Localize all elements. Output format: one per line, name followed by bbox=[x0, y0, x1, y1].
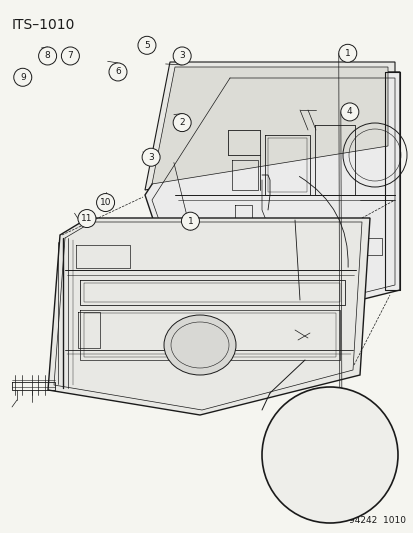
Text: 94242  1010: 94242 1010 bbox=[348, 516, 405, 525]
Circle shape bbox=[14, 68, 32, 86]
Text: 3: 3 bbox=[148, 153, 154, 161]
Circle shape bbox=[109, 63, 127, 81]
Ellipse shape bbox=[164, 315, 235, 375]
Polygon shape bbox=[48, 218, 369, 415]
Text: 11: 11 bbox=[81, 214, 93, 223]
Circle shape bbox=[173, 47, 191, 65]
Text: 3: 3 bbox=[179, 52, 185, 60]
Circle shape bbox=[38, 47, 57, 65]
Circle shape bbox=[96, 193, 114, 212]
Text: 5: 5 bbox=[144, 41, 150, 50]
Polygon shape bbox=[145, 62, 394, 190]
Polygon shape bbox=[145, 72, 399, 310]
Text: 8: 8 bbox=[45, 52, 50, 60]
Text: 2: 2 bbox=[179, 118, 185, 127]
Text: 4: 4 bbox=[346, 108, 352, 116]
Circle shape bbox=[61, 47, 79, 65]
Text: 10: 10 bbox=[100, 198, 111, 207]
Circle shape bbox=[181, 212, 199, 230]
Text: 1: 1 bbox=[344, 49, 350, 58]
Circle shape bbox=[340, 103, 358, 121]
Circle shape bbox=[142, 148, 160, 166]
Circle shape bbox=[173, 114, 191, 132]
Text: 7: 7 bbox=[67, 52, 73, 60]
Circle shape bbox=[338, 44, 356, 62]
Polygon shape bbox=[152, 67, 387, 184]
Text: 1: 1 bbox=[187, 217, 193, 225]
Circle shape bbox=[78, 209, 96, 228]
Ellipse shape bbox=[171, 322, 228, 368]
Text: 9: 9 bbox=[20, 73, 26, 82]
Text: 6: 6 bbox=[115, 68, 121, 76]
Circle shape bbox=[138, 36, 156, 54]
Circle shape bbox=[261, 387, 397, 523]
Text: ITS–1010: ITS–1010 bbox=[12, 18, 75, 32]
